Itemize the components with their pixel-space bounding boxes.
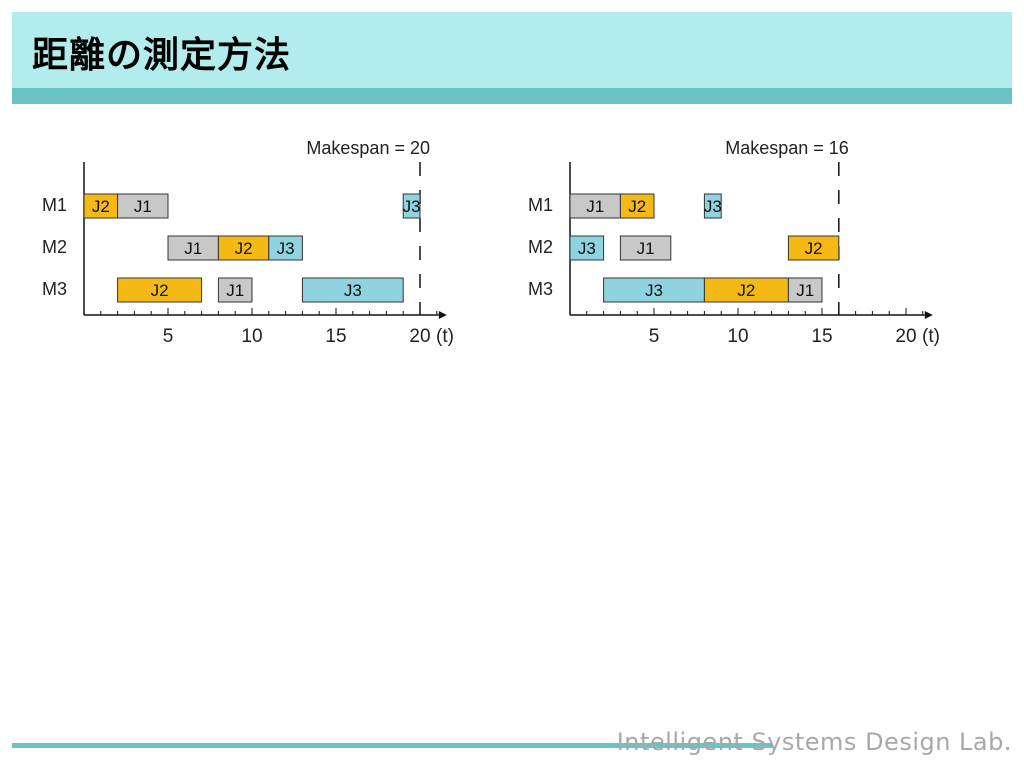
machine-label-m3: M3 — [528, 279, 553, 299]
gantt-chart-svg: Makespan = 20 5 10 15 20 (t) M1 M2 M3 J2 J1 J3 J1 J2 J… — [42, 138, 454, 347]
task-bar-j2 — [217, 235, 270, 261]
task-label: J3 — [277, 239, 295, 258]
machine-label-m1: M1 — [42, 195, 67, 215]
task-bar-j2 — [117, 277, 203, 303]
task-bar-j1 — [167, 235, 219, 261]
footer-line — [12, 743, 772, 748]
task-label: J1 — [637, 239, 655, 258]
task-label: J2 — [628, 197, 646, 216]
task-bar-j2 — [703, 277, 789, 303]
gantt-chart-makespan-20: Makespan = 20 5 10 15 20 (t) M1 M2 M3 J2 J1 J3 J1 J2 J… — [36, 120, 476, 360]
title-bar: 距離の測定方法 — [12, 12, 1012, 88]
task-bar-j1 — [619, 235, 672, 261]
slide-title: 距離の測定方法 — [32, 35, 292, 76]
makespan-label: Makespan = 20 — [306, 138, 430, 158]
x-tick-label: 15 — [325, 326, 346, 347]
x-tick-label: 5 — [649, 326, 660, 347]
task-label: J3 — [578, 239, 596, 258]
x-tick-label: 10 — [241, 326, 262, 347]
x-tick-label: 20 — [409, 326, 430, 347]
task-label: J3 — [344, 281, 362, 300]
x-axis-unit: (t) — [436, 326, 454, 347]
task-bar-j3 — [703, 193, 722, 219]
machine-label-m2: M2 — [528, 237, 553, 257]
machine-label-m2: M2 — [42, 237, 67, 257]
x-axis-arrow — [924, 311, 933, 319]
title-rule — [12, 88, 1012, 104]
task-bar-j1 — [787, 277, 823, 303]
gantt-chart-makespan-16: Makespan = 16 5 10 15 20 (t) M1 M2 M3 J1 J2 J3 J3 J1 J… — [522, 120, 962, 360]
x-tick-label: 15 — [811, 326, 832, 347]
task-label: J2 — [151, 281, 169, 300]
x-axis-arrow — [438, 311, 447, 319]
task-bar-j2 — [787, 235, 840, 261]
machine-label-m1: M1 — [528, 195, 553, 215]
task-label: J1 — [586, 197, 604, 216]
task-label: J3 — [704, 197, 722, 216]
x-tick-label: 10 — [727, 326, 748, 347]
task-bar-j3 — [301, 277, 404, 303]
task-label: J2 — [805, 239, 823, 258]
task-bar-j1 — [217, 277, 253, 303]
footer-text: Intelligent Systems Design Lab. — [616, 728, 1012, 756]
task-label: J2 — [235, 239, 253, 258]
task-bar-j3 — [402, 193, 421, 219]
task-bar-j2 — [619, 193, 655, 219]
task-bar-j2 — [83, 193, 119, 219]
x-tick-label: 20 — [895, 326, 916, 347]
task-label: J2 — [737, 281, 755, 300]
task-label: J1 — [134, 197, 152, 216]
task-label: J2 — [92, 197, 110, 216]
task-label: J1 — [796, 281, 814, 300]
machine-label-m3: M3 — [42, 279, 67, 299]
task-label: J1 — [226, 281, 244, 300]
gantt-chart-svg: Makespan = 16 5 10 15 20 (t) M1 M2 M3 J1 J2 J3 J3 J1 J… — [528, 138, 940, 347]
makespan-label: Makespan = 16 — [725, 138, 849, 158]
task-bar-j1 — [117, 193, 169, 219]
task-label: J3 — [403, 197, 421, 216]
task-bar-j1 — [569, 193, 621, 219]
task-bar-j3 — [569, 235, 605, 261]
task-label: J1 — [184, 239, 202, 258]
x-tick-label: 5 — [163, 326, 174, 347]
task-bar-j3 — [268, 235, 303, 261]
task-label: J3 — [645, 281, 663, 300]
x-axis-unit: (t) — [922, 326, 940, 347]
